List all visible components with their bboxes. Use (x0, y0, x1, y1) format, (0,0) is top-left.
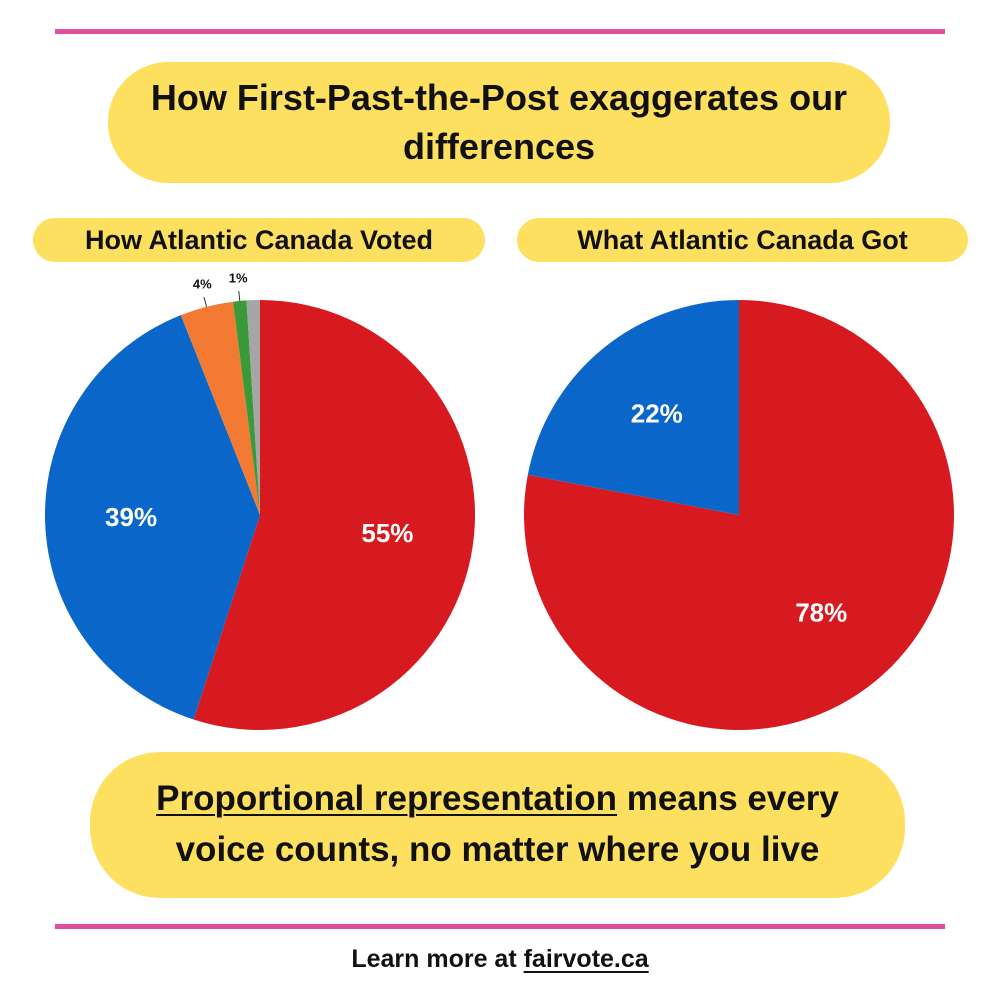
title: How First-Past-the-Post exaggerates our … (150, 76, 848, 167)
slice-label: 55% (361, 518, 413, 548)
chart-title-pill: What Atlantic Canada Got (517, 218, 968, 262)
banner-rest: means every voice counts, no matter wher… (175, 779, 839, 869)
footer: Learn more at fairvote.ca (0, 945, 1000, 974)
banner-text: Proportional representation means every … (120, 774, 875, 876)
chart-title-pill: How Atlantic Canada Voted (33, 218, 485, 262)
chart-title: How Atlantic Canada Voted (84, 224, 434, 255)
leader-line (203, 296, 208, 307)
pie-slice (246, 300, 260, 515)
slice-label: 4% (193, 277, 212, 292)
slice-label: 1% (229, 270, 248, 285)
slice-label: 39% (105, 502, 157, 532)
banner: Proportional representation means every … (90, 752, 905, 898)
banner-emphasis: Proportional representation (156, 779, 618, 819)
pie-slice (527, 300, 739, 515)
pie-slice (44, 315, 260, 720)
pie-slice (233, 300, 260, 515)
leader-line (238, 290, 241, 302)
footer-prefix: Learn more at (351, 945, 517, 973)
pie-slice (193, 300, 475, 730)
top-rule (55, 29, 945, 34)
footer-link[interactable]: fairvote.ca (523, 945, 649, 973)
bottom-rule (55, 924, 945, 929)
slice-label: 22% (631, 398, 683, 428)
pie-slice (180, 301, 260, 515)
chart-title: What Atlantic Canada Got (577, 224, 908, 255)
slice-label: 78% (795, 597, 847, 627)
title-pill: How First-Past-the-Post exaggerates our … (108, 62, 890, 183)
